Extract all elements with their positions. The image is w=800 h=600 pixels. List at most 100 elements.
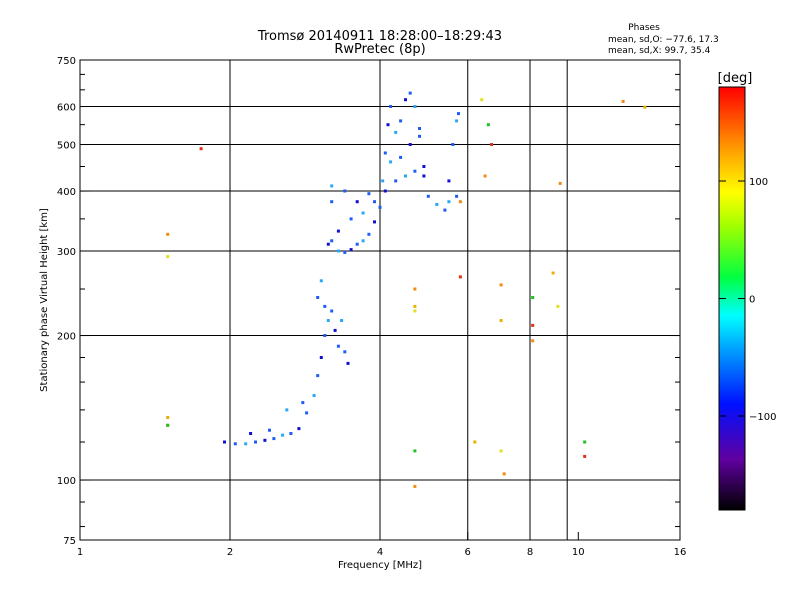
data-point — [297, 427, 301, 431]
data-point — [413, 287, 417, 291]
data-point — [349, 217, 353, 221]
data-point — [399, 119, 403, 123]
data-point — [447, 179, 451, 183]
data-point — [435, 203, 439, 206]
data-point — [355, 242, 359, 246]
data-point — [480, 98, 484, 102]
data-point — [404, 98, 407, 102]
y-tick-label: 750 — [57, 56, 76, 67]
data-point — [394, 179, 398, 183]
data-point — [490, 143, 494, 146]
data-point — [166, 232, 170, 236]
data-point — [531, 296, 535, 299]
data-point — [413, 449, 417, 453]
data-point — [166, 255, 170, 259]
data-point — [499, 449, 503, 453]
data-point — [343, 189, 347, 193]
data-point — [373, 220, 376, 224]
y-axis-label: Stationary phase Virtual Height [km] — [39, 208, 50, 392]
data-point — [413, 169, 417, 173]
data-point — [223, 440, 226, 444]
data-point — [457, 112, 460, 116]
plot-area: 1 2 4 6 8 10 16 75 100 200 300 400 500 600 750 — [57, 56, 686, 558]
data-point — [486, 123, 490, 127]
y-tick-label: 75 — [63, 536, 76, 547]
data-point — [249, 432, 253, 435]
data-point — [408, 91, 412, 95]
data-point — [389, 105, 393, 108]
data-point — [418, 127, 421, 130]
colorbar-unit-label: [deg] — [718, 71, 753, 86]
data-point — [343, 350, 347, 354]
data-point — [319, 356, 323, 359]
data-point — [373, 200, 376, 204]
data-point — [394, 130, 398, 134]
x-tick-label: 1 — [77, 547, 83, 558]
data-point — [361, 211, 365, 215]
data-point — [583, 440, 587, 444]
data-point — [413, 105, 417, 108]
data-point — [254, 440, 257, 444]
colorbar-ticks: 100 0 −100 — [719, 177, 776, 423]
data-point — [244, 442, 248, 446]
data-point — [422, 174, 426, 178]
data-point — [378, 205, 382, 209]
data-point — [330, 239, 334, 243]
chart-subtitle: RwPretec (8p) — [334, 42, 425, 57]
data-point — [349, 248, 353, 252]
data-point — [316, 296, 320, 299]
data-point — [381, 179, 385, 183]
x-tick-label: 4 — [377, 547, 383, 558]
data-point — [319, 279, 323, 283]
data-point — [531, 323, 535, 327]
data-point — [583, 454, 587, 458]
data-point — [558, 181, 562, 185]
data-point — [413, 484, 417, 488]
data-point — [386, 123, 390, 127]
data-point — [330, 200, 334, 204]
data-point — [233, 442, 237, 446]
data-point — [643, 105, 647, 109]
data-point — [383, 151, 387, 155]
data-point — [361, 239, 365, 243]
y-tick-label: 400 — [57, 187, 76, 198]
phase-stats-x: mean, sd,X: 99.7, 35.4 — [608, 46, 711, 56]
data-point — [399, 155, 403, 159]
data-point — [455, 194, 459, 198]
data-point — [281, 433, 285, 437]
data-point — [336, 229, 340, 233]
data-point — [499, 283, 503, 287]
data-point — [443, 208, 447, 212]
data-point — [343, 250, 347, 254]
y-tick-label: 100 — [57, 476, 76, 487]
data-point — [312, 394, 316, 397]
phase-stats-o: mean, sd,O: −77.6, 17.3 — [608, 35, 719, 45]
chart-title: Tromsø 20140911 18:28:00–18:29:43 — [257, 29, 502, 44]
data-point — [447, 200, 451, 204]
data-point — [323, 304, 327, 308]
data-point — [502, 472, 506, 476]
data-point — [473, 440, 477, 444]
data-point — [305, 411, 309, 415]
data-point — [355, 200, 359, 204]
data-point — [316, 374, 320, 378]
data-point — [408, 143, 412, 146]
data-point — [285, 408, 289, 412]
data-point — [422, 165, 426, 168]
y-tick-label: 500 — [57, 141, 76, 152]
data-point — [404, 174, 407, 178]
data-point — [166, 416, 170, 419]
data-point — [367, 232, 371, 236]
y-tick-label: 300 — [57, 247, 76, 258]
data-point — [413, 309, 417, 313]
x-axis-label: Frequency [MHz] — [338, 560, 422, 571]
data-point — [458, 275, 462, 279]
colorbar-tick-label: 100 — [749, 177, 768, 188]
data-point — [551, 271, 555, 275]
data-point — [346, 361, 350, 365]
data-point — [455, 119, 459, 123]
y-tick-label: 600 — [57, 103, 76, 114]
colorbar-tick-label: −100 — [749, 412, 776, 423]
